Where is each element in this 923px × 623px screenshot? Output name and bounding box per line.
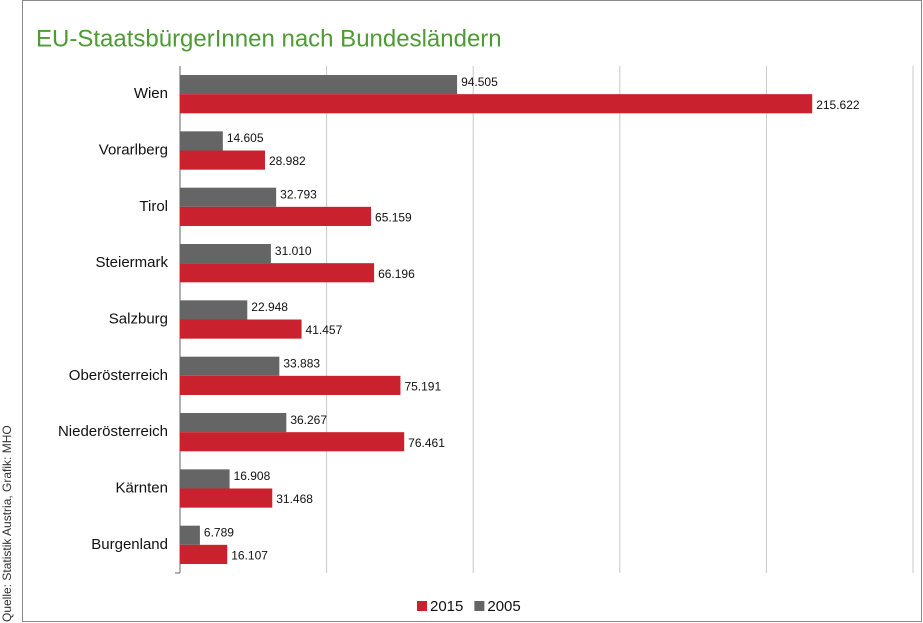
value-label: 76.461 — [408, 436, 445, 450]
value-label: 41.457 — [306, 323, 343, 337]
source-note: Quelle: Statistik Austria, Grafik: MHO — [0, 425, 14, 622]
bar — [180, 469, 230, 489]
bar — [180, 413, 287, 433]
category-label: Wien — [134, 85, 168, 102]
chart-title: EU-StaatsbürgerInnen nach Bundesländern — [36, 25, 502, 52]
bar — [180, 356, 280, 376]
value-label: 33.883 — [283, 356, 320, 370]
value-label: 28.982 — [269, 154, 306, 168]
category-label: Oberösterreich — [69, 367, 168, 384]
bar — [180, 244, 271, 264]
legend-label: 2005 — [487, 598, 520, 615]
value-label: 75.191 — [404, 380, 441, 394]
bar — [180, 131, 223, 151]
bar — [180, 300, 248, 320]
value-label: 94.505 — [461, 75, 498, 89]
value-label: 31.468 — [276, 492, 313, 506]
category-label: Vorarlberg — [99, 141, 168, 158]
bar — [180, 263, 375, 283]
value-label: 36.267 — [290, 413, 327, 427]
category-label: Burgenland — [91, 536, 168, 553]
category-label: Salzburg — [109, 310, 168, 327]
bar — [180, 206, 372, 226]
category-label: Tirol — [139, 198, 168, 215]
category-label: Niederösterreich — [58, 423, 168, 440]
value-label: 215.622 — [816, 98, 860, 112]
value-label: 65.159 — [375, 211, 412, 225]
value-label: 14.605 — [227, 131, 264, 145]
value-label: 22.948 — [251, 300, 288, 314]
bar — [180, 319, 302, 339]
bar — [180, 544, 228, 564]
legend-swatch — [417, 601, 427, 611]
bar — [180, 432, 405, 452]
value-label: 32.793 — [280, 187, 317, 201]
category-label: Steiermark — [95, 254, 168, 271]
bar — [180, 75, 458, 95]
bar — [180, 525, 200, 545]
value-label: 31.010 — [275, 244, 312, 258]
legend-swatch — [474, 601, 485, 611]
value-label: 6.789 — [204, 525, 234, 539]
value-label: 16.107 — [231, 549, 268, 563]
value-label: 66.196 — [378, 267, 415, 281]
bar — [180, 187, 277, 207]
legend-label: 2015 — [430, 598, 463, 615]
bar — [180, 150, 265, 170]
category-label: Kärnten — [115, 479, 168, 496]
value-label: 16.908 — [234, 469, 271, 483]
bar — [180, 488, 273, 508]
bar — [180, 94, 813, 114]
bar — [180, 375, 401, 395]
